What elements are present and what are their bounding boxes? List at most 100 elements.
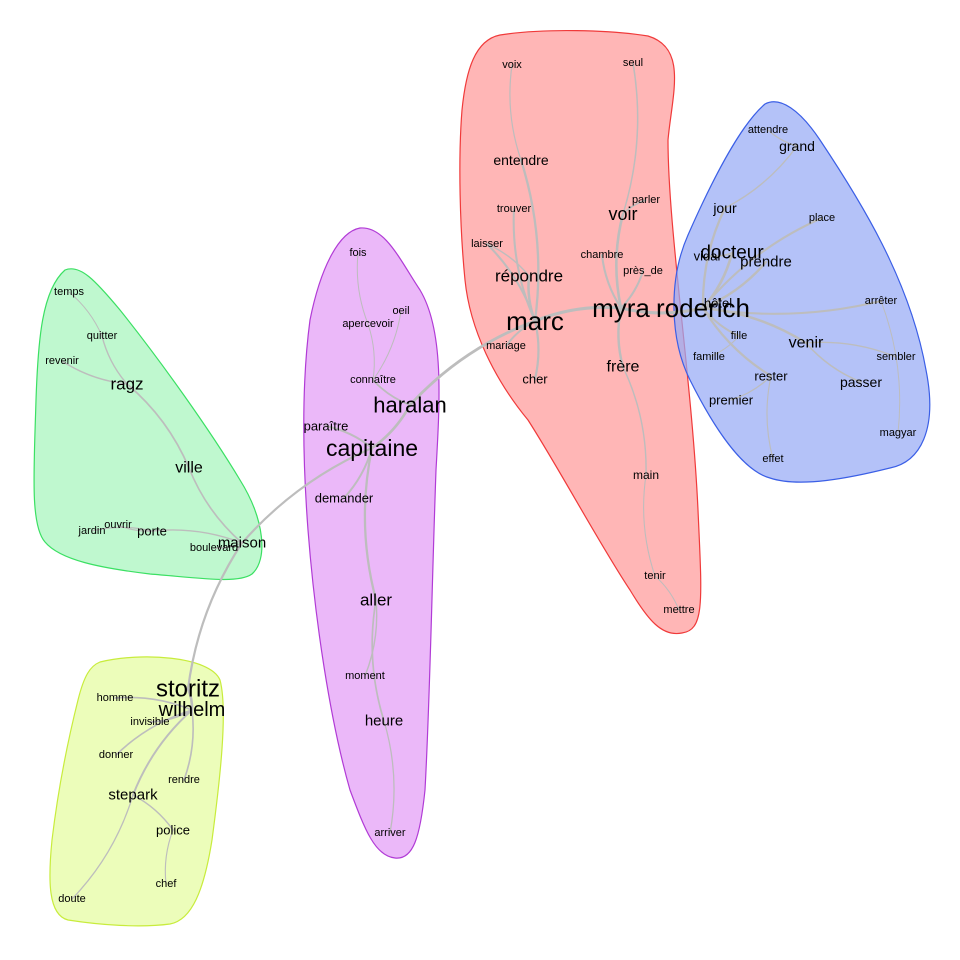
word-wilhelm: wilhelm bbox=[158, 699, 226, 721]
link-ragz-quitter bbox=[101, 335, 128, 385]
word-entendre: entendre bbox=[493, 152, 548, 168]
link-stepark-doute bbox=[71, 794, 134, 900]
word-doute: doute bbox=[58, 893, 86, 905]
word-links bbox=[61, 62, 901, 900]
link-ragz-revenir bbox=[61, 360, 128, 385]
word-tenir: tenir bbox=[644, 570, 666, 582]
word-rester: rester bbox=[754, 369, 788, 384]
word-roderich: roderich bbox=[656, 293, 750, 323]
word-temps: temps bbox=[54, 286, 84, 298]
link-voir-parler bbox=[622, 199, 647, 215]
word-arriver: arriver bbox=[374, 827, 406, 839]
word-ville: ville bbox=[175, 460, 203, 477]
word-heure: heure bbox=[365, 713, 403, 730]
word-cher: cher bbox=[522, 372, 548, 387]
word-grand: grand bbox=[779, 138, 815, 154]
word-trouver: trouver bbox=[497, 203, 532, 215]
link-ville-ragz bbox=[126, 383, 190, 469]
word-myra: myra bbox=[592, 293, 650, 323]
word-fille: fille bbox=[731, 330, 748, 342]
word-parler: parler bbox=[632, 194, 660, 206]
link-jour-grand bbox=[724, 145, 798, 209]
word-rendre: rendre bbox=[168, 774, 200, 786]
link-fille-famille bbox=[708, 335, 740, 358]
link-storitz-wilhelm bbox=[186, 687, 194, 712]
word-docteur: docteur bbox=[700, 243, 764, 264]
word-revenir: revenir bbox=[45, 355, 79, 367]
word-venir: venir bbox=[789, 335, 824, 352]
link-porte-jardin bbox=[91, 526, 153, 532]
word-ragz: ragz bbox=[110, 375, 143, 394]
word-demander: demander bbox=[315, 491, 374, 506]
link-frere-main bbox=[622, 366, 647, 476]
cluster-hull-yellow bbox=[49, 656, 224, 927]
word-voir: voir bbox=[608, 204, 637, 224]
word-jardin: jardin bbox=[78, 525, 106, 537]
word-connaitre: connaître bbox=[350, 374, 396, 386]
word-main: main bbox=[633, 468, 659, 482]
link-marc-cher bbox=[533, 319, 540, 381]
link-myra-voir bbox=[615, 212, 625, 310]
link-rester-premier bbox=[730, 375, 772, 401]
link-stepark-police bbox=[132, 794, 174, 831]
link-aller-moment bbox=[364, 599, 378, 677]
link-apercevoir-fois bbox=[356, 252, 369, 325]
link-connaitre-oeil bbox=[372, 310, 402, 381]
link-maison-boulevard bbox=[213, 542, 243, 549]
link-venir-passer bbox=[805, 342, 862, 383]
cluster-hull-red bbox=[459, 29, 702, 635]
link-capitaine-paraitre bbox=[325, 425, 373, 449]
link-roderich-rester bbox=[701, 306, 773, 378]
word-invisible: invisible bbox=[130, 716, 169, 728]
word-moment: moment bbox=[345, 670, 385, 682]
word-marc: marc bbox=[506, 306, 564, 336]
word-quitter: quitter bbox=[87, 330, 118, 342]
link-wilhelm-stepark bbox=[132, 709, 193, 796]
word-place: place bbox=[809, 212, 835, 224]
word-attendre: attendre bbox=[748, 124, 788, 136]
word-maison: maison bbox=[218, 535, 266, 552]
link-voir-seul bbox=[622, 62, 639, 215]
link-capitaine-maison bbox=[240, 446, 374, 545]
link-roderich-place bbox=[701, 216, 824, 310]
word-aller: aller bbox=[360, 591, 392, 610]
word-seul: seul bbox=[623, 57, 643, 69]
cluster-hull-green bbox=[33, 268, 263, 581]
link-wilhelm-donner bbox=[115, 709, 193, 756]
word-police: police bbox=[156, 823, 190, 838]
word-laisser: laisser bbox=[471, 238, 503, 250]
word-sembler: sembler bbox=[876, 351, 915, 363]
word-voix: voix bbox=[502, 59, 522, 71]
link-myra-chambre bbox=[600, 253, 623, 310]
link-tenir-mettre bbox=[654, 575, 680, 611]
link-roderich-prendre bbox=[701, 260, 768, 310]
link-capitaine-aller bbox=[363, 446, 378, 602]
link-marc-haralan bbox=[408, 319, 537, 407]
word-ouvrir: ouvrir bbox=[104, 519, 132, 531]
link-myra-pres_de bbox=[619, 269, 645, 310]
link-wilhelm-rendre bbox=[183, 709, 194, 781]
word-stepark: stepark bbox=[108, 787, 158, 804]
cluster-hulls bbox=[33, 29, 931, 927]
link-myra-frere bbox=[617, 306, 625, 369]
word-prendre: prendre bbox=[740, 254, 792, 271]
word-porte: porte bbox=[137, 524, 167, 539]
link-aller-heure bbox=[371, 599, 385, 722]
word-chef: chef bbox=[156, 878, 178, 890]
word-hotel: hôtel bbox=[704, 296, 732, 311]
word-frere: frère bbox=[607, 359, 640, 376]
word-passer: passer bbox=[840, 374, 882, 390]
link-entendre-voix bbox=[509, 64, 522, 161]
link-marc-trouver bbox=[512, 207, 537, 323]
word-apercevoir: apercevoir bbox=[342, 318, 394, 330]
link-marc-entendre bbox=[519, 158, 540, 323]
word-homme: homme bbox=[97, 692, 134, 704]
link-heure-arriver bbox=[383, 720, 395, 834]
word-repondre: répondre bbox=[495, 267, 563, 286]
link-rester-effet bbox=[766, 375, 774, 460]
link-venir-sembler bbox=[805, 341, 897, 358]
link-main-tenir bbox=[643, 474, 656, 577]
link-marc-myra bbox=[533, 305, 623, 323]
word-famille: famille bbox=[693, 351, 725, 363]
